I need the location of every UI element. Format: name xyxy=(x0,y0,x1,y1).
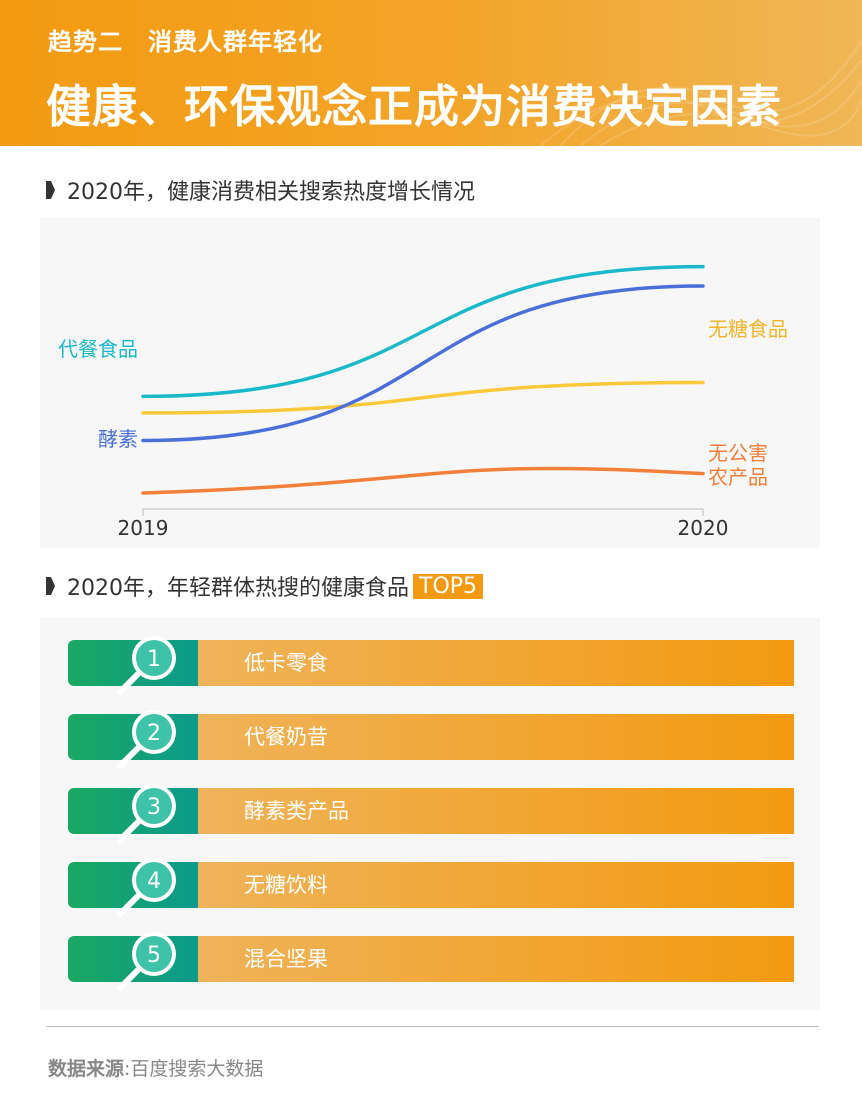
series-layer xyxy=(141,264,705,495)
series-label-jiaosu: 酵素 xyxy=(98,427,138,451)
rank-label: 混合坚果 xyxy=(244,947,328,971)
series-label-wutang: 无糖食品 xyxy=(708,317,788,341)
header-title: 健康、环保观念正成为消费决定因素 xyxy=(46,80,783,133)
bullet-icon xyxy=(46,577,55,595)
section2-title: 2020年，年轻群体热搜的健康食品 xyxy=(67,576,409,601)
source-separator: : xyxy=(124,1058,131,1080)
bullet-icon xyxy=(46,181,55,199)
top5-badge: TOP5 xyxy=(413,573,484,599)
rank-bar xyxy=(198,714,794,760)
line-chart-svg: 2019 2020 代餐食品 酵素 无糖食品 无公害 农产品 xyxy=(58,264,788,540)
rank-bar xyxy=(198,936,794,982)
ranking-row: 2 代餐奶昔 xyxy=(68,710,794,769)
magnifier-icon: 3 xyxy=(117,784,176,843)
ranking-row: 3 酵素类产品 xyxy=(68,784,794,843)
ranking-row: 4 无糖饮料 xyxy=(68,858,794,917)
rank-bar xyxy=(198,640,794,686)
rank-bar xyxy=(198,862,794,908)
ranking-list: 1 低卡零食 2 代餐奶昔 3 酵素类产品 4 无糖饮料 5 混合坚果 xyxy=(40,618,820,1010)
section2-title-row: 2020年，年轻群体热搜的健康食品 TOP5 xyxy=(46,570,484,602)
header-subtitle: 趋势二 消费人群年轻化 xyxy=(48,27,323,56)
magnifier-icon: 5 xyxy=(117,932,176,991)
header-banner: 趋势二 消费人群年轻化 健康、环保观念正成为消费决定因素 xyxy=(0,0,862,146)
series-label-wugonghai: 无公害 xyxy=(708,441,768,465)
magnifier-icon: 2 xyxy=(117,710,176,769)
series-label-wugonghai: 农产品 xyxy=(708,465,768,489)
rank-number: 5 xyxy=(147,943,161,968)
rank-label: 无糖饮料 xyxy=(244,873,328,897)
rank-number: 1 xyxy=(147,647,161,672)
rank-number: 2 xyxy=(147,721,161,746)
source-value: 百度搜索大数据 xyxy=(130,1058,264,1080)
section1-title-row: 2020年，健康消费相关搜索热度增长情况 xyxy=(46,174,475,206)
rank-number: 3 xyxy=(147,795,161,820)
rank-label: 代餐奶昔 xyxy=(244,725,328,749)
magnifier-icon: 4 xyxy=(117,858,176,917)
decorative-waves xyxy=(539,39,862,146)
rank-bar xyxy=(198,788,794,834)
rank-label: 酵素类产品 xyxy=(244,799,349,823)
ranking-row: 5 混合坚果 xyxy=(68,932,794,991)
series-line-2 xyxy=(141,284,705,443)
rank-number: 4 xyxy=(147,869,161,894)
rank-label: 低卡零食 xyxy=(244,651,328,675)
magnifier-icon: 1 xyxy=(117,636,176,695)
source-line: 数据来源:百度搜索大数据 xyxy=(48,1054,263,1081)
series-line-1 xyxy=(141,380,705,415)
section1-title: 2020年，健康消费相关搜索热度增长情况 xyxy=(67,180,475,205)
x-tick-label: 2020 xyxy=(678,516,729,540)
line-chart: 2019 2020 代餐食品 酵素 无糖食品 无公害 农产品 xyxy=(40,218,820,548)
divider xyxy=(46,1026,819,1027)
series-label-daican: 代餐食品 xyxy=(58,337,138,361)
x-tick-label: 2019 xyxy=(118,516,169,540)
ranking-row: 1 低卡零食 xyxy=(68,636,794,695)
series-line-3 xyxy=(141,466,705,495)
series-line-0 xyxy=(141,264,705,399)
source-label: 数据来源 xyxy=(48,1058,125,1080)
